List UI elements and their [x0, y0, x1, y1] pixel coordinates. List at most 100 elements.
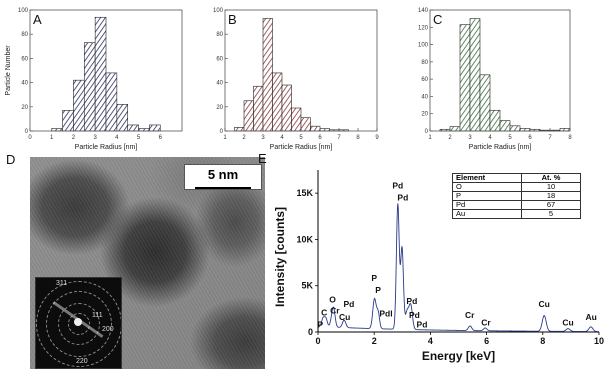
x-tick-label: 6	[318, 135, 322, 141]
panel-letter: E	[258, 151, 267, 166]
histogram-bar	[291, 107, 302, 132]
x-tick-label: 7	[337, 135, 341, 141]
table-cell-element: O	[452, 182, 522, 192]
eds-spectrum-line	[318, 203, 599, 332]
saed-label-200: 200	[102, 326, 114, 333]
y-axis-label: Particle Number	[5, 45, 12, 96]
x-tick-label: 5	[508, 135, 512, 141]
x-tick-label: 5	[137, 135, 141, 141]
histogram-bar	[234, 127, 245, 132]
panel-letter-d: D	[6, 152, 16, 167]
x-axis-label: Energy [keV]	[422, 349, 495, 363]
x-tick-label: 7	[548, 135, 552, 141]
table-row: P 18	[452, 191, 581, 201]
histogram-bar	[94, 16, 107, 132]
histogram-bar	[489, 109, 501, 132]
x-tick-label: 8	[540, 336, 545, 346]
histogram-bar	[73, 79, 85, 132]
peak-label: Pd	[392, 181, 403, 191]
table-header-element: Element	[452, 173, 522, 183]
x-tick-label: 2	[448, 135, 452, 141]
peak-label: Au	[585, 312, 596, 322]
peak-label: O	[329, 294, 336, 304]
y-tick-label: 0	[308, 327, 313, 337]
histogram-bar	[149, 124, 161, 132]
peak-label: Pdl	[379, 308, 392, 318]
histogram-bar	[83, 42, 96, 132]
histogram-bar	[127, 124, 139, 132]
y-tick-label: 140	[418, 8, 429, 14]
y-tick-label: 80	[421, 60, 428, 66]
y-tick-label: 60	[216, 56, 223, 62]
panel-letter: C	[433, 12, 442, 27]
x-tick-label: 1	[223, 135, 227, 141]
x-tick-label: 4	[115, 135, 119, 141]
x-tick-label: 4	[428, 336, 433, 346]
peak-label: C	[321, 307, 327, 317]
y-tick-label: 80	[216, 32, 223, 38]
x-tick-label: 1	[428, 135, 432, 141]
x-tick-label: 4	[280, 135, 284, 141]
y-tick-label: 100	[418, 43, 429, 49]
y-tick-label: 5K	[301, 281, 313, 291]
x-tick-label: 6	[159, 135, 163, 141]
y-tick-label: 20	[21, 105, 28, 111]
saed-label-220: 220	[76, 358, 88, 365]
peak-label: Cr	[465, 310, 475, 320]
x-tick-label: 10	[594, 336, 604, 346]
histogram-chart-b: 1 2 3 4 5 6 7 8 9 0 20 40 60 80 100 Particle Radius [nm…	[213, 8, 379, 151]
histogram-bar	[272, 72, 283, 132]
histogram-bar	[509, 125, 521, 132]
histogram-bar	[62, 110, 74, 132]
table-row: O 10	[452, 182, 581, 192]
saed-center-spot	[74, 318, 82, 326]
panel-letter: A	[33, 12, 42, 27]
x-tick-label: 5	[299, 135, 303, 141]
peak-label: Cu	[539, 299, 550, 309]
x-tick-label: 1	[50, 135, 54, 141]
table-cell-percent: 5	[521, 209, 581, 219]
x-axis-label: Particle Radius [nm]	[469, 144, 532, 151]
peak-label: Pd	[343, 299, 354, 309]
panel-letter: B	[228, 12, 237, 27]
histogram-bar	[310, 125, 321, 132]
histogram-bar	[499, 120, 511, 132]
x-tick-label: 8	[356, 135, 360, 141]
saed-ring	[36, 281, 121, 367]
y-tick-label: 80	[21, 32, 28, 38]
y-tick-label: 0	[425, 129, 429, 135]
y-tick-label: 40	[21, 81, 28, 87]
y-tick-label: 10K	[296, 234, 313, 244]
x-tick-label: 6	[528, 135, 532, 141]
scale-bar: 5 nm	[184, 164, 262, 190]
histogram-panel-a: 0 1 2 3 4 5 6 0 20 40 60 80 100 Particle Radius [nm] P…	[0, 0, 205, 160]
histogram-panel-c: 1 2 3 4 5 6 7 8 0 20 40 60 80 100 120 140 Particle Radiu…	[410, 0, 615, 160]
plot-frame	[29, 9, 183, 132]
peak-label: Pd	[409, 310, 420, 320]
y-tick-label: 0	[25, 129, 29, 135]
x-tick-label: 2	[372, 336, 377, 346]
peak-label: Cu	[339, 312, 350, 322]
peak-label: P	[317, 319, 323, 329]
y-tick-label: 40	[421, 94, 428, 100]
peak-label: P	[371, 273, 377, 283]
y-tick-label: 15K	[296, 188, 313, 198]
peak-label: Cu	[562, 318, 573, 328]
y-tick-label: 100	[18, 8, 29, 14]
y-tick-label: 40	[216, 81, 223, 87]
histogram-bar	[116, 104, 129, 132]
y-tick-label: 100	[213, 8, 224, 14]
table-row: Au 5	[452, 209, 581, 219]
histogram-bar	[105, 72, 118, 132]
x-tick-label: 3	[468, 135, 472, 141]
plot-frame	[429, 9, 571, 132]
peak-label: Cr	[481, 318, 491, 328]
y-tick-label: 20	[421, 112, 428, 118]
histogram-bar	[449, 126, 461, 132]
y-tick-label: 60	[421, 77, 428, 83]
y-tick-label: 60	[21, 56, 28, 62]
histogram-bar	[262, 18, 273, 132]
saed-label-311: 311	[56, 280, 68, 287]
x-tick-label: 9	[375, 135, 379, 141]
